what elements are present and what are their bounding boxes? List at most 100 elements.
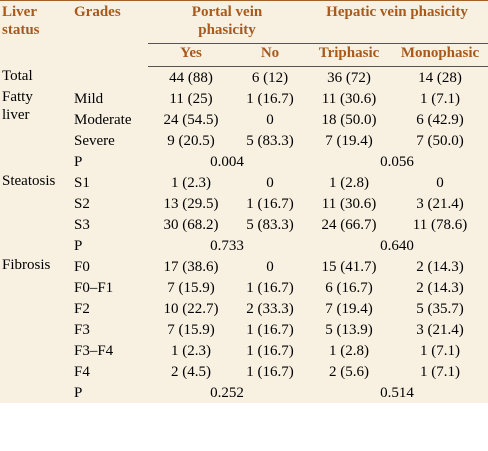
table-body: Total 44 (88) 6 (12) 36 (72) 14 (28) Fatty li… (0, 67, 488, 404)
value-cell: 24 (66.7) (321, 216, 377, 233)
value-cell: 6 (16.7) (325, 279, 373, 296)
value-cell: 15 (41.7) (321, 258, 377, 275)
value-cell: 2 (4.5) (171, 363, 211, 380)
status-text: Fibrosis (2, 257, 51, 273)
header-text: Portal vein phasicity (191, 4, 263, 38)
header-cell: Liver status (0, 1, 72, 67)
value-cell: 18 (50.0) (321, 111, 377, 128)
value-cell: 5 (83.3) (246, 132, 294, 149)
value-cell: 2 (14.3) (416, 258, 464, 275)
value-cell: 7 (15.9) (167, 321, 215, 338)
grade-cell: S2 (74, 195, 90, 212)
grade-cell: S1 (74, 174, 90, 191)
header-cell: No (234, 43, 306, 67)
value-cell: 5 (35.7) (416, 300, 464, 317)
value-cell: 2 (33.3) (246, 300, 294, 317)
table-row: Severe 9 (20.5) 5 (83.3) 7 (19.4) 7 (50.0) (0, 130, 488, 151)
value-cell: 7 (50.0) (416, 132, 464, 149)
value-cell: 11 (30.6) (321, 90, 377, 107)
value-cell: 0 (266, 174, 274, 191)
table-row: F4 2 (4.5) 1 (16.7) 2 (5.6) 1 (7.1) (0, 361, 488, 382)
grade-cell: F4 (74, 363, 90, 380)
value-cell: 36 (72) (327, 69, 371, 86)
table-row: Moderate 24 (54.5) 0 18 (50.0) 6 (42.9) (0, 109, 488, 130)
grade-cell: F2 (74, 300, 90, 317)
value-cell: 2 (14.3) (416, 279, 464, 296)
grade-cell: F0 (74, 258, 90, 275)
table-row: F2 10 (22.7) 2 (33.3) 7 (19.4) 5 (35.7) (0, 298, 488, 319)
table-row: Fatty liver Mild 11 (25) 1 (16.7) 11 (30.6) 1… (0, 88, 488, 123)
value-cell: 6 (12) (251, 69, 289, 86)
status-text: Fatty liver (2, 89, 33, 123)
value-cell: 5 (83.3) (246, 216, 294, 233)
value-cell: 7 (19.4) (325, 300, 373, 317)
value-cell: 3 (21.4) (416, 321, 464, 338)
status-text: Total (2, 67, 33, 84)
value-cell: 1 (2.3) (171, 342, 211, 359)
grade-cell (72, 67, 148, 89)
value-cell: 3 (21.4) (416, 195, 464, 212)
value-cell: 30 (68.2) (163, 216, 219, 233)
value-cell: 1 (16.7) (246, 363, 294, 380)
table-row: Fibrosis F0 17 (38.6) 0 15 (41.7) 2 (14.3) (0, 256, 488, 277)
value-cell: 1 (7.1) (420, 342, 460, 359)
grade-cell: P (74, 237, 83, 254)
table-row: S3 30 (68.2) 5 (83.3) 24 (66.7) 11 (78.6) (0, 214, 488, 235)
grade-cell: P (74, 384, 83, 401)
value-cell: 9 (20.5) (167, 132, 215, 149)
value-cell: 0 (436, 174, 444, 191)
table-row: F0–F1 7 (15.9) 1 (16.7) 6 (16.7) 2 (14.3) (0, 277, 488, 298)
p-value-cell: 0.004 (210, 153, 244, 170)
header-cell: Hepatic vein phasicity (306, 0, 488, 44)
table-row: P 0.733 0.640 (0, 235, 488, 256)
p-value-cell: 0.056 (380, 153, 414, 170)
header-text: Liver status (2, 4, 40, 38)
grade-cell: F0–F1 (74, 279, 114, 296)
value-cell: 1 (2.8) (329, 174, 369, 191)
value-cell: 11 (78.6) (412, 216, 468, 233)
grade-cell: Mild (74, 90, 104, 107)
value-cell: 5 (13.9) (325, 321, 373, 338)
value-cell: 0 (266, 111, 274, 128)
header-cell: Triphasic (306, 43, 392, 67)
value-cell: 1 (2.8) (329, 342, 369, 359)
value-cell: 1 (7.1) (420, 90, 460, 107)
p-value-cell: 0.733 (210, 237, 244, 254)
value-cell: 1 (7.1) (420, 363, 460, 380)
value-cell: 6 (42.9) (416, 111, 464, 128)
value-cell: 2 (5.6) (329, 363, 369, 380)
table-row: F3–F4 1 (2.3) 1 (16.7) 1 (2.8) 1 (7.1) (0, 340, 488, 361)
grade-cell: F3 (74, 321, 90, 338)
value-cell: 0 (266, 258, 274, 275)
table-row: F3 7 (15.9) 1 (16.7) 5 (13.9) 3 (21.4) (0, 319, 488, 340)
value-cell: 1 (16.7) (246, 342, 294, 359)
data-table: Liver status Grades Portal vein phasicit… (0, 0, 488, 403)
value-cell: 1 (16.7) (246, 90, 294, 107)
grade-cell: Severe (74, 132, 115, 149)
table-row: P 0.004 0.056 (0, 151, 488, 172)
header-cell: Yes (148, 43, 234, 67)
value-cell: 1 (16.7) (246, 195, 294, 212)
grade-cell: Moderate (74, 111, 132, 128)
status-cell: Steatosis (0, 172, 72, 256)
grade-cell: F3–F4 (74, 342, 114, 359)
status-text: Steatosis (2, 173, 56, 189)
value-cell: 17 (38.6) (163, 258, 219, 275)
value-cell: 7 (15.9) (167, 279, 215, 296)
grade-cell: P (74, 153, 83, 170)
header-cell: Grades (74, 4, 121, 20)
table-row: P 0.252 0.514 (0, 382, 488, 403)
value-cell: 14 (28) (418, 69, 462, 86)
status-cell: Total (0, 67, 72, 89)
table-row: Steatosis S1 1 (2.3) 0 1 (2.8) 0 (0, 172, 488, 193)
p-value-cell: 0.640 (380, 237, 414, 254)
table-row: S2 13 (29.5) 1 (16.7) 11 (30.6) 3 (21.4) (0, 193, 488, 214)
value-cell: 13 (29.5) (163, 195, 219, 212)
table-row: Total 44 (88) 6 (12) 36 (72) 14 (28) (0, 67, 488, 89)
value-cell: 44 (88) (169, 69, 213, 86)
value-cell: 1 (16.7) (246, 321, 294, 338)
value-cell: 11 (30.6) (321, 195, 377, 212)
header-cell: Monophasic (392, 43, 488, 67)
value-cell: 24 (54.5) (163, 111, 219, 128)
